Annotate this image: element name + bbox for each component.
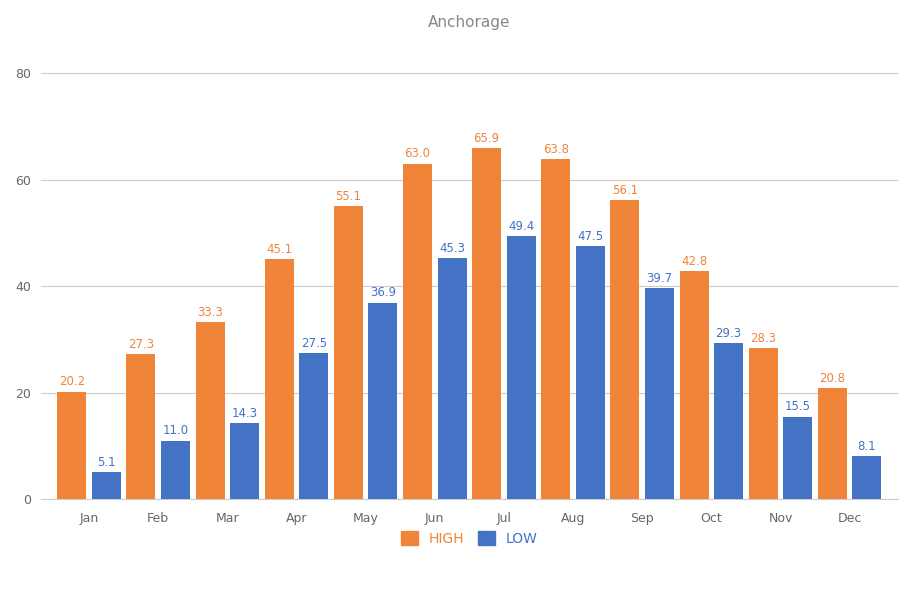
- Text: 27.5: 27.5: [300, 336, 327, 350]
- Bar: [299, 353, 329, 500]
- Text: 63.0: 63.0: [404, 147, 431, 161]
- Text: 45.1: 45.1: [267, 243, 292, 256]
- Text: 36.9: 36.9: [370, 286, 396, 300]
- Bar: [472, 148, 501, 500]
- Bar: [611, 201, 639, 500]
- Bar: [403, 164, 432, 500]
- Text: 55.1: 55.1: [335, 190, 362, 202]
- Bar: [230, 423, 259, 500]
- Text: 14.3: 14.3: [232, 407, 257, 420]
- Text: 29.3: 29.3: [716, 327, 741, 340]
- Text: 11.0: 11.0: [163, 425, 189, 437]
- Bar: [334, 206, 362, 500]
- Text: 49.4: 49.4: [509, 220, 534, 233]
- Bar: [126, 354, 155, 500]
- Text: 15.5: 15.5: [785, 400, 811, 414]
- Bar: [576, 246, 605, 500]
- Bar: [507, 236, 536, 500]
- Bar: [265, 259, 294, 500]
- Text: 27.3: 27.3: [128, 338, 154, 350]
- Text: 45.3: 45.3: [439, 242, 465, 255]
- Text: 20.2: 20.2: [58, 376, 85, 388]
- Legend: HIGH, LOW: HIGH, LOW: [395, 525, 543, 551]
- Text: 5.1: 5.1: [97, 456, 116, 469]
- Text: 20.8: 20.8: [819, 372, 845, 385]
- Text: 56.1: 56.1: [612, 184, 638, 197]
- Text: 47.5: 47.5: [577, 230, 603, 243]
- Bar: [679, 271, 708, 500]
- Text: 42.8: 42.8: [681, 255, 707, 268]
- Text: 28.3: 28.3: [750, 332, 776, 345]
- Text: 65.9: 65.9: [474, 132, 499, 145]
- Bar: [645, 288, 674, 500]
- Text: 33.3: 33.3: [197, 306, 223, 319]
- Text: 39.7: 39.7: [646, 272, 673, 284]
- Bar: [58, 391, 87, 500]
- Text: 8.1: 8.1: [857, 440, 876, 453]
- Bar: [749, 349, 778, 500]
- Text: 63.8: 63.8: [543, 143, 569, 156]
- Bar: [818, 388, 847, 500]
- Bar: [541, 159, 571, 500]
- Bar: [437, 258, 467, 500]
- Bar: [853, 456, 881, 500]
- Bar: [369, 303, 397, 500]
- Bar: [783, 417, 813, 500]
- Title: Anchorage: Anchorage: [428, 15, 510, 30]
- Bar: [714, 343, 743, 500]
- Bar: [161, 441, 190, 500]
- Bar: [92, 472, 121, 500]
- Bar: [195, 322, 225, 500]
